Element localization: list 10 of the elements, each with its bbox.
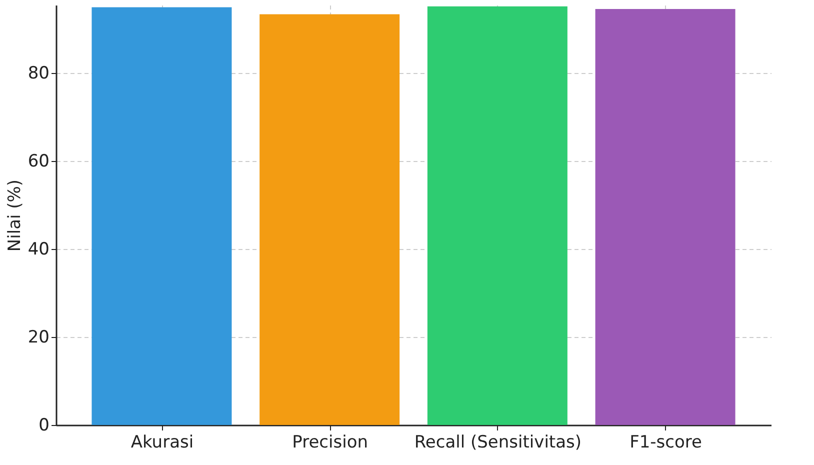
x-tick-label: Precision <box>292 432 368 452</box>
y-axis-title: Nilai (%) <box>4 179 25 252</box>
y-tick-label: 0 <box>38 416 50 436</box>
y-tick-label: 20 <box>28 327 50 348</box>
x-tick-label: Akurasi <box>130 432 194 452</box>
y-tick-label: 40 <box>28 239 50 260</box>
y-tick-label: 60 <box>28 151 50 172</box>
y-tick-label: 80 <box>28 63 50 84</box>
x-tick-label: F1-score <box>630 432 702 452</box>
x-tick-label: Recall (Sensitivitas) <box>414 432 582 452</box>
